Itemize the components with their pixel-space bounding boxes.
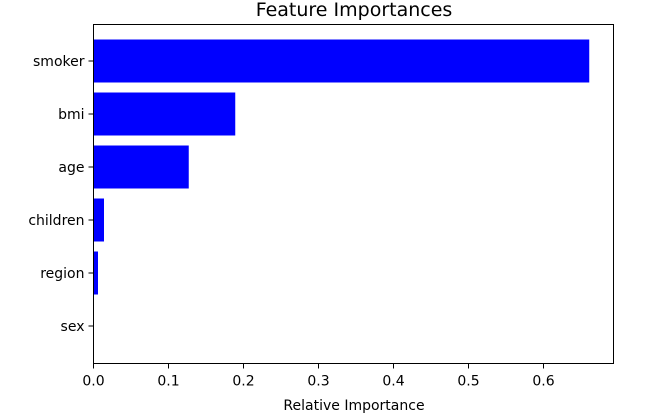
bar-smoker [93, 39, 590, 83]
x-tick-label-2: 0.2 [232, 374, 254, 390]
x-tick-label-3: 0.3 [307, 374, 329, 390]
bar-region [93, 251, 98, 295]
x-tick-label-4: 0.4 [382, 374, 404, 390]
x-tick-label-6: 0.6 [532, 374, 554, 390]
y-tick-label-smoker: smoker [33, 54, 85, 70]
x-tick-label-1: 0.1 [157, 374, 179, 390]
x-axis-label: Relative Importance [283, 398, 424, 414]
y-tick-label-bmi: bmi [58, 107, 84, 123]
x-axis: 0.0 0.1 0.2 0.3 0.4 0.5 0.6 [82, 363, 555, 390]
bar-children [93, 198, 104, 242]
y-tick-label-children: children [28, 213, 84, 229]
y-tick-label-age: age [58, 160, 84, 176]
x-tick-label-5: 0.5 [457, 374, 479, 390]
y-tick-label-region: region [40, 266, 84, 282]
bar-age [93, 145, 189, 189]
y-tick-label-sex: sex [61, 319, 85, 335]
bars-group [93, 39, 590, 348]
x-tick-label-0: 0.0 [82, 374, 104, 390]
plot-frame [93, 24, 614, 364]
bar-bmi [93, 92, 236, 136]
y-axis: smoker bmi age children region sex [28, 54, 94, 335]
chart-title: Feature Importances [256, 0, 453, 21]
